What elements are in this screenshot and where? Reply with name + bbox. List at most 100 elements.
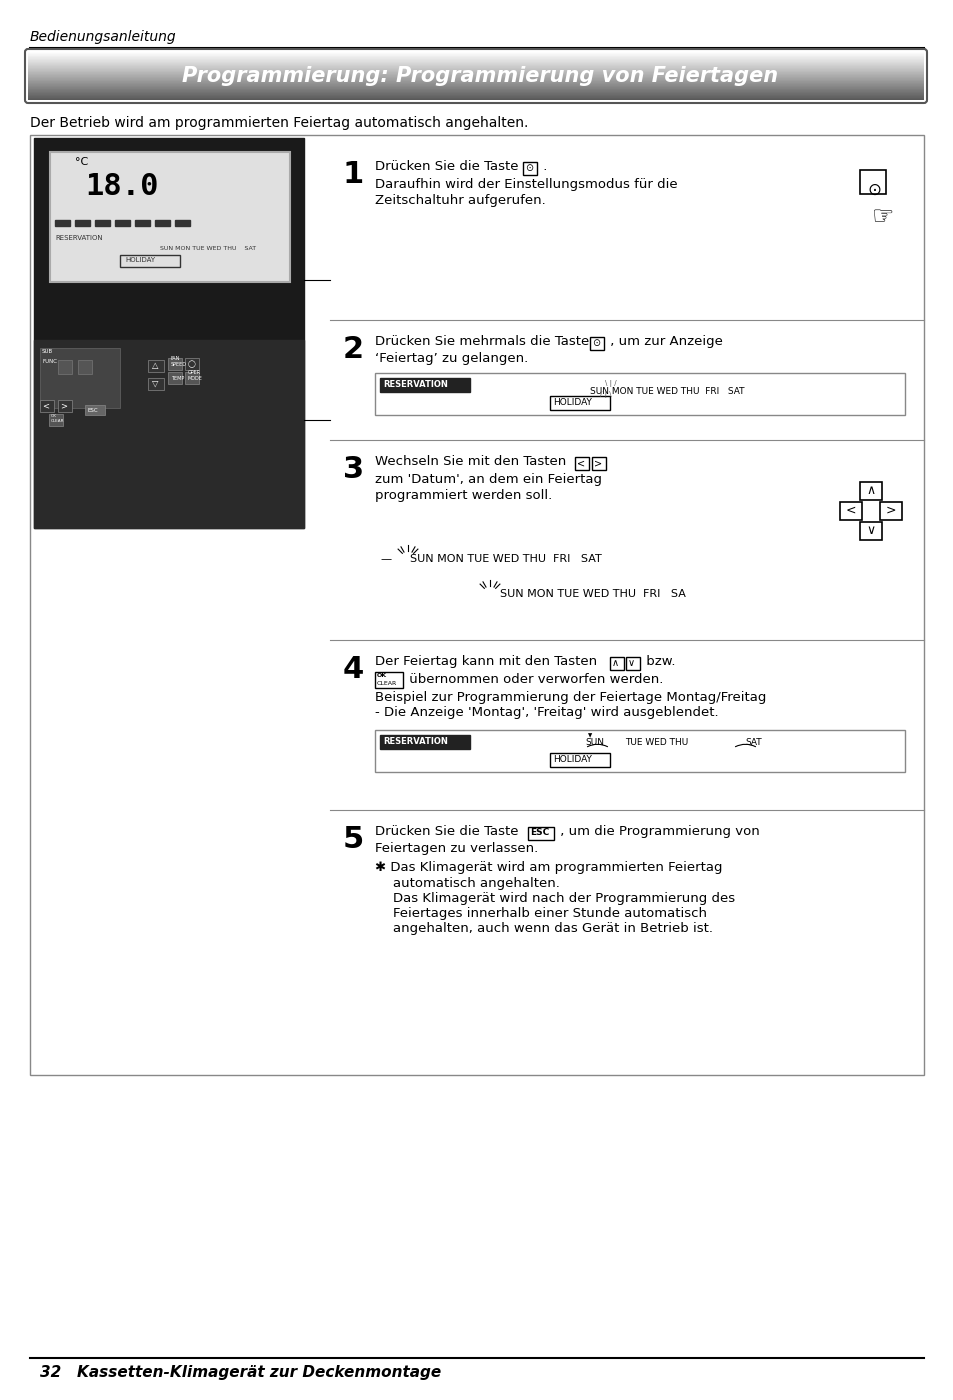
Text: , um zur Anzeige: , um zur Anzeige [605,335,722,349]
Text: bzw.: bzw. [641,655,675,668]
FancyBboxPatch shape [40,400,54,412]
Text: OPER
MODE: OPER MODE [188,370,203,381]
Text: Programmierung: Programmierung von Feiertagen: Programmierung: Programmierung von Feier… [182,66,778,85]
Text: 5: 5 [343,825,364,854]
FancyBboxPatch shape [34,139,304,528]
FancyBboxPatch shape [609,657,623,671]
FancyBboxPatch shape [168,372,182,384]
Text: \ | /: \ | / [604,379,616,386]
Text: ✱ Das Klimagerät wird am programmierten Feiertag: ✱ Das Klimagerät wird am programmierten … [375,861,721,874]
FancyBboxPatch shape [49,414,63,426]
Text: Bedienungsanleitung: Bedienungsanleitung [30,29,176,43]
Text: SAT: SAT [744,738,760,748]
FancyBboxPatch shape [879,503,901,519]
Text: 32   Kassetten-Klimagerät zur Deckenmontage: 32 Kassetten-Klimagerät zur Deckenmontag… [40,1365,441,1380]
FancyBboxPatch shape [168,358,182,370]
FancyBboxPatch shape [550,753,609,767]
FancyBboxPatch shape [859,169,885,195]
Text: ☞: ☞ [871,204,893,230]
Text: angehalten, auch wenn das Gerät in Betrieb ist.: angehalten, auch wenn das Gerät in Betri… [393,923,712,935]
FancyBboxPatch shape [375,672,402,687]
Text: TEMP: TEMP [171,377,184,381]
Text: RESERVATION: RESERVATION [382,379,447,389]
Text: CLEAR: CLEAR [376,680,396,686]
Text: ▼: ▼ [587,734,592,738]
FancyBboxPatch shape [148,360,164,372]
FancyBboxPatch shape [78,360,91,374]
FancyBboxPatch shape [527,827,554,840]
Text: Beispiel zur Programmierung der Feiertage Montag/Freitag: Beispiel zur Programmierung der Feiertag… [375,692,765,704]
Text: RESERVATION: RESERVATION [382,736,447,746]
Text: ‘Feiertag’ zu gelangen.: ‘Feiertag’ zu gelangen. [375,351,528,365]
FancyBboxPatch shape [592,456,605,470]
FancyBboxPatch shape [148,378,164,391]
FancyBboxPatch shape [115,220,130,225]
Text: ESC: ESC [530,827,549,837]
Text: >: > [594,458,601,468]
Text: SUN MON TUE WED THU  FRI   SA: SUN MON TUE WED THU FRI SA [499,589,685,599]
Text: HOLIDAY: HOLIDAY [553,755,591,764]
Text: 4: 4 [343,655,364,685]
Text: ESC: ESC [88,407,98,413]
Text: automatisch angehalten.: automatisch angehalten. [393,876,559,890]
FancyBboxPatch shape [50,153,290,281]
Text: Daraufhin wird der Einstellungsmodus für die: Daraufhin wird der Einstellungsmodus für… [375,178,677,190]
Text: Feiertages innerhalb einer Stunde automatisch: Feiertages innerhalb einer Stunde automa… [393,907,706,920]
Text: FUNC: FUNC [42,358,57,364]
Text: 1: 1 [343,160,364,189]
FancyBboxPatch shape [840,503,862,519]
FancyBboxPatch shape [625,657,639,671]
Text: <: < [42,400,49,410]
Text: ⊙: ⊙ [524,162,533,174]
Text: SUN: SUN [584,738,603,748]
Text: ⊙: ⊙ [592,337,599,349]
FancyBboxPatch shape [174,220,190,225]
Text: △: △ [152,361,158,370]
FancyBboxPatch shape [589,337,603,350]
Text: Wechseln Sie mit den Tasten: Wechseln Sie mit den Tasten [375,455,566,468]
FancyBboxPatch shape [34,340,304,528]
FancyBboxPatch shape [522,162,537,175]
Text: HOLIDAY: HOLIDAY [553,398,591,407]
FancyBboxPatch shape [375,372,904,414]
Text: 3: 3 [343,455,364,484]
Text: <: < [577,458,584,468]
Text: ⊙: ⊙ [866,181,880,199]
Text: 18.0: 18.0 [85,172,158,202]
Text: / | \: / | \ [599,391,611,398]
FancyBboxPatch shape [95,220,110,225]
Text: .: . [538,160,547,174]
Text: FAN
SPEED: FAN SPEED [171,356,187,367]
Text: ∧: ∧ [612,658,618,668]
Text: Drücken Sie die Taste: Drücken Sie die Taste [375,825,518,839]
FancyBboxPatch shape [58,400,71,412]
Text: - Die Anzeige 'Montag', 'Freitag' wird ausgeblendet.: - Die Anzeige 'Montag', 'Freitag' wird a… [375,706,718,720]
Text: Der Betrieb wird am programmierten Feiertag automatisch angehalten.: Der Betrieb wird am programmierten Feier… [30,116,528,130]
Text: >: > [60,400,67,410]
Text: ∨: ∨ [865,524,875,536]
FancyBboxPatch shape [154,220,170,225]
Text: <: < [845,504,856,517]
Text: >: > [884,504,895,517]
FancyBboxPatch shape [75,220,90,225]
Text: SUN MON TUE WED THU  FRI   SAT: SUN MON TUE WED THU FRI SAT [589,386,743,396]
FancyBboxPatch shape [859,482,882,500]
FancyBboxPatch shape [575,456,588,470]
Text: 2: 2 [343,335,364,364]
Text: programmiert werden soll.: programmiert werden soll. [375,489,552,503]
Text: Drücken Sie die Taste: Drücken Sie die Taste [375,160,518,174]
Text: OK: OK [376,673,387,678]
FancyBboxPatch shape [55,220,70,225]
Text: —: — [379,554,391,564]
Text: ◯: ◯ [188,360,195,368]
FancyBboxPatch shape [379,378,470,392]
FancyBboxPatch shape [859,522,882,540]
FancyBboxPatch shape [550,396,609,410]
FancyBboxPatch shape [375,729,904,771]
Text: RESERVATION: RESERVATION [55,235,103,241]
FancyBboxPatch shape [58,360,71,374]
Text: HOLIDAY: HOLIDAY [125,258,155,263]
Text: Der Feiertag kann mit den Tasten: Der Feiertag kann mit den Tasten [375,655,597,668]
Text: übernommen oder verworfen werden.: übernommen oder verworfen werden. [405,673,662,686]
Text: OK
CLEAR: OK CLEAR [51,414,65,423]
